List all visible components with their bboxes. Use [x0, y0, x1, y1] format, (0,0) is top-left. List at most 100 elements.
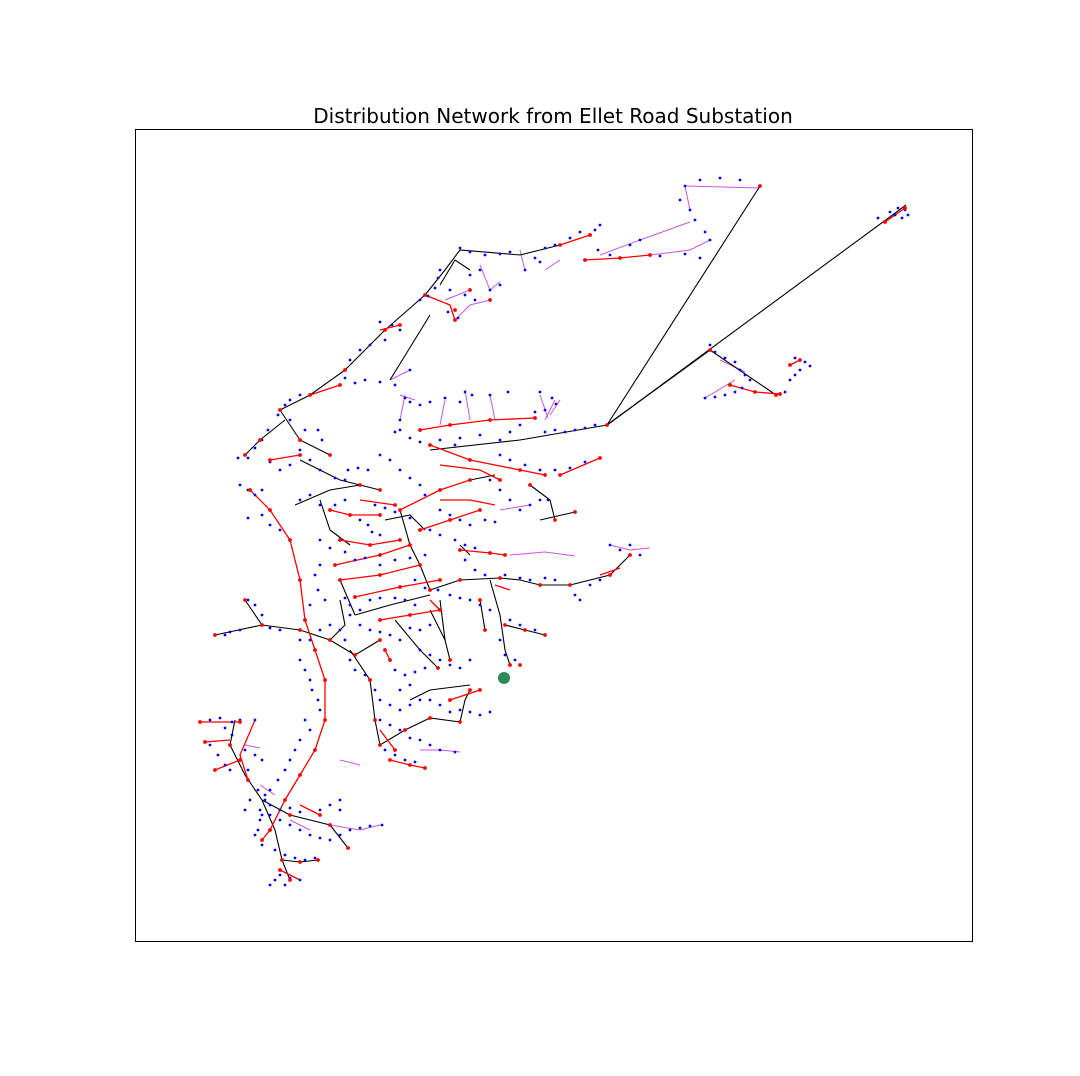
customer-node [408, 436, 412, 440]
pole-node [568, 583, 572, 587]
customer-node [260, 843, 264, 847]
customer-node [318, 563, 322, 567]
customer-node [523, 463, 527, 467]
customer-node [413, 760, 417, 764]
pole-node [418, 528, 422, 532]
customer-node [458, 400, 462, 404]
pole-node [503, 623, 507, 627]
customer-node [256, 828, 260, 832]
pole-nodes [198, 184, 907, 882]
customer-node [418, 298, 422, 302]
overhead-line [299, 459, 381, 491]
customer-node [436, 276, 440, 280]
pole-node [328, 453, 332, 457]
customer-node [303, 718, 307, 722]
pole-node [298, 773, 302, 777]
customer-node [703, 230, 707, 234]
customer-node [543, 576, 547, 580]
customer-node [533, 628, 537, 632]
customer-node [593, 423, 597, 427]
customer-node [900, 216, 904, 220]
customer-node [533, 256, 537, 260]
customer-node [318, 538, 322, 542]
customer-node [543, 430, 547, 434]
customer-node [348, 613, 352, 617]
overhead-line [229, 719, 236, 746]
feeder-line [429, 599, 441, 611]
customer-node [438, 508, 442, 512]
pole-node [883, 220, 887, 224]
customer-node [488, 608, 492, 612]
customer-node [246, 516, 250, 520]
customer-nodes [198, 176, 910, 887]
customer-node [638, 553, 642, 557]
customer-node [538, 498, 542, 502]
customer-node [308, 678, 312, 682]
customer-node [598, 578, 602, 582]
customer-node [243, 748, 247, 752]
customer-node [408, 736, 412, 740]
customer-node [268, 788, 272, 792]
pole-node [628, 553, 632, 557]
pole-node [288, 813, 292, 817]
pole-node [203, 740, 207, 744]
customer-node [348, 603, 352, 607]
customer-node [498, 438, 502, 442]
customer-node [316, 428, 320, 432]
customer-node [273, 878, 277, 882]
pole-node [438, 488, 442, 492]
pole-node [523, 628, 527, 632]
customer-node [356, 466, 360, 470]
customer-node [503, 653, 507, 657]
customer-node [388, 633, 392, 637]
customer-node [408, 703, 412, 707]
feeder-line [359, 499, 396, 506]
customer-node [236, 456, 240, 460]
customer-node [308, 833, 312, 837]
feeder-line [379, 729, 396, 751]
customer-node [363, 378, 367, 382]
overhead-line [354, 594, 431, 616]
customer-node [338, 798, 342, 802]
customer-node [348, 358, 352, 362]
customer-node [298, 498, 302, 502]
customer-node [276, 413, 280, 417]
customer-node [528, 503, 532, 507]
customer-node [353, 668, 357, 672]
customer-node [348, 658, 352, 662]
customer-node [533, 410, 537, 414]
customer-node [398, 328, 402, 332]
customer-node [408, 626, 412, 630]
customer-node [438, 658, 442, 662]
feeder-line [429, 444, 546, 476]
service-line [464, 389, 471, 421]
customer-node [428, 698, 432, 702]
pole-node [468, 288, 472, 292]
customer-node [363, 556, 367, 560]
pole-node [438, 578, 442, 582]
customer-node [478, 713, 482, 717]
overhead-line [439, 599, 446, 641]
pole-node [378, 618, 382, 622]
service-line [454, 299, 491, 321]
service-line [609, 544, 651, 551]
pole-node [436, 666, 440, 670]
customer-node [268, 803, 272, 807]
customer-node [298, 878, 302, 882]
pole-node [268, 458, 272, 462]
customer-node [320, 438, 324, 442]
feeder-line [299, 804, 321, 816]
pole-node [528, 483, 532, 487]
pole-node [313, 648, 317, 652]
customer-node [343, 478, 347, 482]
customer-node [458, 246, 462, 250]
customer-node [298, 448, 302, 452]
customer-node [298, 393, 302, 397]
pole-node [388, 658, 392, 662]
customer-node [518, 576, 522, 580]
pole-node [508, 663, 512, 667]
customer-node [253, 753, 257, 757]
customer-node [388, 458, 392, 462]
customer-node [478, 268, 482, 272]
pole-node [573, 510, 577, 514]
